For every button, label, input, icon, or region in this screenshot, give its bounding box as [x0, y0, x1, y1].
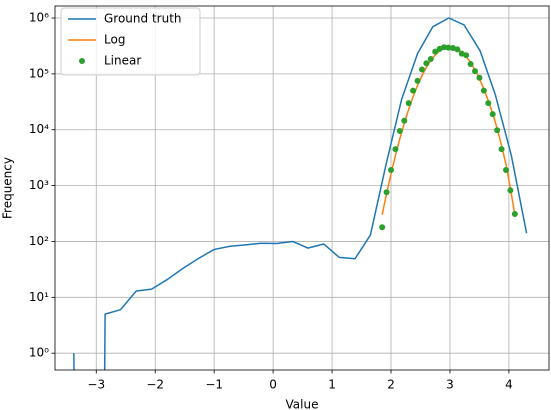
x-tick-label: 2 — [387, 378, 395, 392]
y-tick-label: 10⁵ — [29, 66, 49, 80]
y-axis-label: Frequency — [1, 157, 15, 219]
ticks: −3 −2 −1 0 1 2 3 4 10⁰ 10¹ 10² 10³ 10⁴ 10⁵ 10⁶ — [29, 11, 513, 392]
x-axis-label: Value — [286, 398, 319, 410]
data-point — [445, 44, 452, 51]
data-point — [511, 211, 518, 218]
data-point — [427, 55, 434, 62]
data-point — [414, 77, 421, 84]
data-point — [379, 224, 386, 231]
x-tick-label: 1 — [328, 378, 336, 392]
data-point — [388, 167, 395, 174]
grid — [55, 6, 549, 370]
data-point — [485, 100, 492, 107]
data-point — [410, 87, 417, 94]
data-point — [472, 68, 479, 75]
data-point — [396, 127, 403, 134]
data-point — [463, 52, 470, 59]
data-point — [467, 61, 474, 68]
data-point — [401, 117, 408, 124]
x-tick-label: 0 — [269, 378, 277, 392]
legend-label: Ground truth — [104, 12, 182, 26]
data-point — [489, 111, 496, 118]
data-point — [507, 187, 514, 194]
legend-box — [60, 7, 201, 76]
y-tick-label: 10⁰ — [29, 346, 49, 360]
data-point — [423, 60, 430, 67]
x-tick-label: 3 — [446, 378, 454, 392]
legend-label: Linear — [104, 54, 141, 68]
data-point — [502, 167, 509, 174]
data-point — [392, 146, 399, 153]
legend: Ground truth Log Linear — [60, 7, 201, 76]
y-tick-label: 10⁴ — [29, 122, 49, 136]
y-tick-label: 10¹ — [29, 290, 49, 304]
y-tick-label: 10⁶ — [29, 11, 49, 25]
data-point — [498, 146, 505, 153]
x-tick-label: −2 — [146, 378, 164, 392]
data-point — [476, 74, 483, 81]
data-point — [454, 46, 461, 53]
data-point — [383, 189, 390, 196]
x-tick-label: −3 — [87, 378, 105, 392]
data-point — [418, 66, 425, 73]
data-point — [441, 44, 448, 51]
plot-area — [73, 17, 528, 370]
data-point — [405, 100, 412, 107]
data-point — [494, 127, 501, 134]
data-point — [480, 87, 487, 94]
x-tick-label: −1 — [205, 378, 223, 392]
legend-label: Log — [104, 33, 125, 47]
axes-frame — [54, 5, 550, 371]
y-tick-label: 10³ — [29, 178, 49, 192]
data-line — [73, 17, 528, 370]
x-tick-label: 4 — [505, 378, 513, 392]
y-tick-label: 10² — [29, 234, 49, 248]
legend-marker — [79, 58, 85, 64]
data-point — [432, 48, 439, 55]
